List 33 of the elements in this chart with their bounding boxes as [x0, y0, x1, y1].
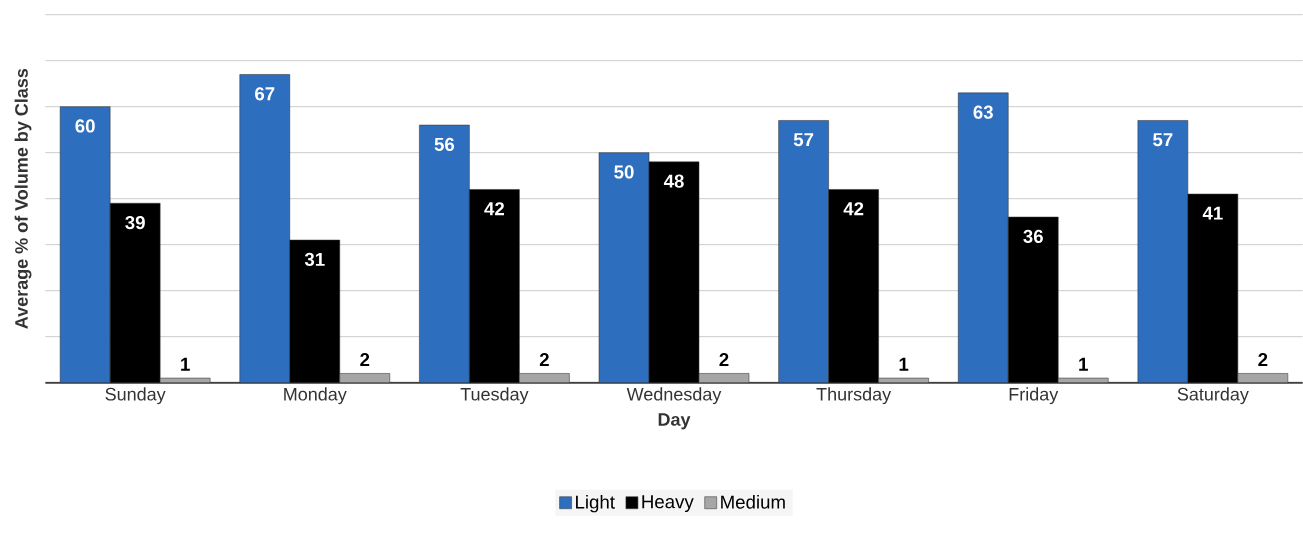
legend-label: Medium [721, 494, 785, 509]
x-tick-label: Wednesday [626, 387, 722, 405]
data-label: 56 [434, 137, 455, 151]
x-tick-label: Tuesday [460, 387, 529, 405]
data-label: 42 [484, 202, 505, 216]
data-label: 57 [793, 133, 814, 147]
legend-label: Heavy [642, 495, 694, 513]
y-axis-title: Average % of Volume by Class [14, 68, 32, 329]
data-label: 1 [181, 357, 190, 371]
data-label: 2 [719, 353, 729, 367]
x-tick-label: Friday [1009, 387, 1059, 405]
x-tick-label: Thursday [816, 387, 892, 405]
x-tick-label: Sunday [105, 387, 166, 405]
data-label: 41 [1202, 206, 1223, 220]
data-label: 67 [255, 87, 275, 101]
data-label: 42 [843, 202, 864, 216]
data-label: 2 [1258, 353, 1268, 367]
data-label: 1 [1079, 357, 1088, 371]
x-axis-title: Day [658, 413, 691, 430]
data-label: 63 [973, 105, 993, 119]
data-label: 36 [1023, 229, 1043, 244]
data-label: 2 [360, 353, 370, 367]
x-tick-label: Saturday [1177, 387, 1249, 405]
data-label: 39 [125, 215, 145, 230]
data-label: 2 [539, 353, 549, 367]
x-tick-label: Monday [284, 387, 347, 405]
data-label: 60 [75, 119, 95, 133]
data-label: 1 [899, 357, 909, 371]
data-label: 57 [1153, 133, 1173, 147]
data-label: 50 [614, 165, 634, 179]
data-label: 48 [663, 174, 684, 188]
data-label: 31 [304, 252, 325, 267]
legend-label: Light [576, 494, 615, 513]
